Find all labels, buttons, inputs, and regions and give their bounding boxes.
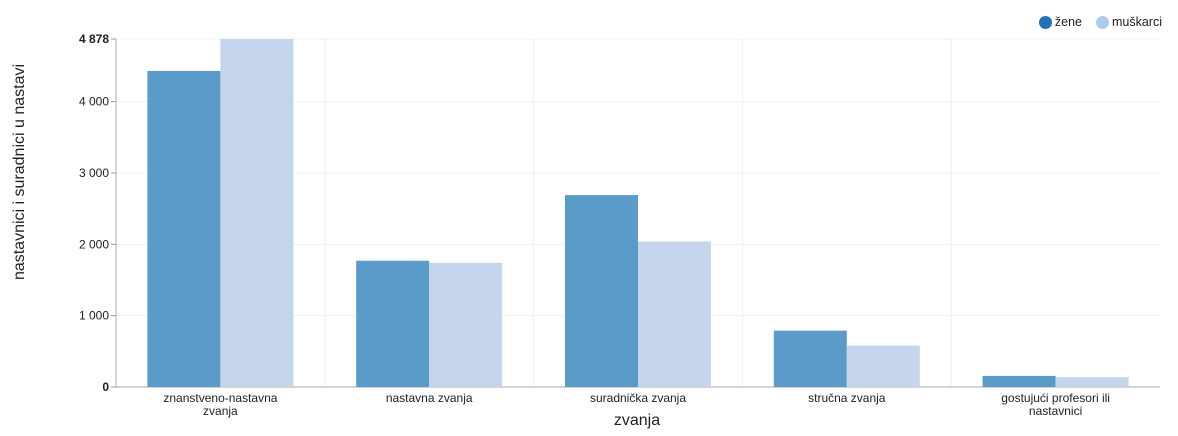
bar-zene <box>982 375 1056 387</box>
y-tick-label: 4 000 <box>79 95 109 109</box>
legend-swatch-zene <box>1038 15 1052 29</box>
legend: žene muškarci <box>1038 15 1162 29</box>
y-tick-label: 4 878 <box>79 32 109 46</box>
y-axis-title: nastavnici i suradnici u nastavi <box>11 63 28 281</box>
bar-zene <box>773 330 847 387</box>
bar-muskarci <box>638 241 711 387</box>
x-tick-label: nastavna zvanja <box>386 391 473 405</box>
legend-label-muskarci: muškarci <box>1111 15 1162 29</box>
y-tick-label: 0 <box>102 380 109 394</box>
x-axis-title: zvanja <box>613 412 661 429</box>
bar-muskarci <box>429 262 503 387</box>
y-tick-label: 1 000 <box>79 309 109 323</box>
bar-zene <box>565 195 638 387</box>
bar-muskarci <box>1055 377 1129 387</box>
x-tick-label: znanstveno-nastavna zvanja <box>163 391 277 418</box>
y-tick-label: 2 000 <box>79 237 109 251</box>
legend-label-zene: žene <box>1054 15 1082 29</box>
y-tick-label: 3 000 <box>79 166 109 180</box>
bar-zene <box>147 70 221 388</box>
legend-item-muskarci[interactable]: muškarci <box>1095 15 1162 29</box>
legend-swatch-muskarci <box>1095 15 1109 29</box>
bar-zene <box>356 260 430 387</box>
legend-item-zene[interactable]: žene <box>1038 15 1082 29</box>
bar-muskarci <box>220 39 294 387</box>
bar-muskarci <box>846 345 920 387</box>
x-tick-label: gostujući profesori ili nastavnici <box>1001 391 1110 418</box>
x-tick-label: suradnička zvanja <box>590 391 686 405</box>
x-tick-label: stručna zvanja <box>808 391 886 405</box>
